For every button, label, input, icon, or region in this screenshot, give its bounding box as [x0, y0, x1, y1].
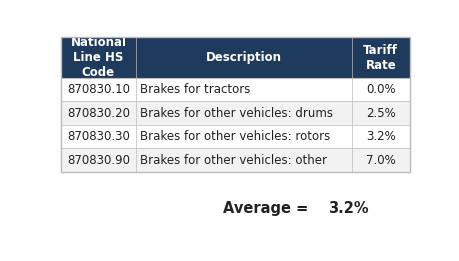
Text: 2.5%: 2.5%	[366, 106, 396, 120]
Text: Brakes for tractors: Brakes for tractors	[140, 83, 251, 96]
Bar	[61, 101, 409, 125]
Text: 870830.10: 870830.10	[67, 83, 130, 96]
Text: Brakes for other vehicles: other: Brakes for other vehicles: other	[140, 154, 327, 167]
Text: National
Line HS
Code: National Line HS Code	[70, 36, 126, 79]
Text: 3.2%: 3.2%	[366, 130, 396, 143]
Bar	[61, 78, 409, 101]
Text: Brakes for other vehicles: drums: Brakes for other vehicles: drums	[140, 106, 333, 120]
Text: 870830.90: 870830.90	[67, 154, 130, 167]
Bar	[61, 37, 409, 78]
Text: 0.0%: 0.0%	[366, 83, 396, 96]
Text: 3.2%: 3.2%	[328, 201, 369, 216]
Bar	[61, 149, 409, 172]
Text: Description: Description	[206, 51, 282, 64]
Bar	[61, 37, 409, 172]
Text: 7.0%: 7.0%	[366, 154, 396, 167]
Text: Average =: Average =	[223, 201, 313, 216]
Text: Brakes for other vehicles: rotors: Brakes for other vehicles: rotors	[140, 130, 330, 143]
Text: 870830.20: 870830.20	[67, 106, 130, 120]
Text: Tariff
Rate: Tariff Rate	[363, 44, 398, 72]
Bar	[61, 125, 409, 149]
Text: 870830.30: 870830.30	[67, 130, 130, 143]
